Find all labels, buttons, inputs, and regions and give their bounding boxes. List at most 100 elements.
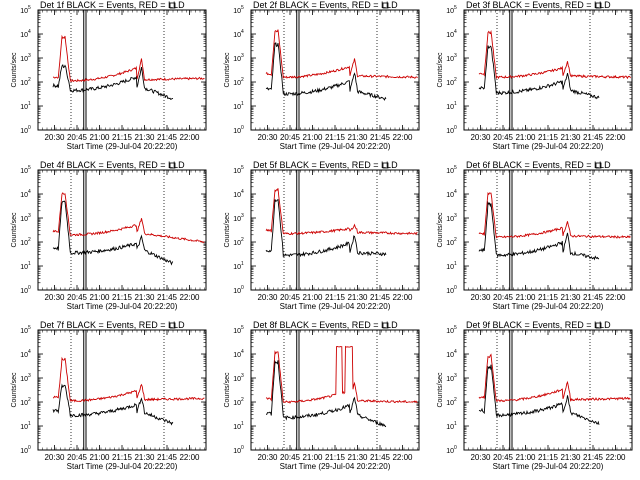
- y-tick-exponent: 3: [241, 213, 244, 219]
- y-tick-exponent: 4: [241, 349, 244, 355]
- y-tick-exponent: 0: [28, 285, 31, 291]
- x-tick-label: 20:30: [470, 133, 491, 142]
- x-tick-label: 20:30: [257, 293, 278, 302]
- y-tick-exponent: 4: [241, 29, 244, 35]
- x-axis-label: Start Time (29-Jul-04 20:22:20): [280, 142, 391, 151]
- x-tick-label: 21:30: [134, 133, 155, 142]
- series-lld-line: [478, 29, 631, 80]
- plot-frame: [463, 329, 633, 451]
- y-tick-exponent: 3: [454, 213, 457, 219]
- y-tick-label: 10: [20, 240, 28, 247]
- y-tick-label: 10: [446, 424, 454, 431]
- x-tick-label: 21:30: [560, 453, 581, 462]
- title-marker: [595, 2, 602, 9]
- y-tick-exponent: 4: [28, 189, 31, 195]
- y-tick-exponent: 4: [28, 349, 31, 355]
- y-tick-exponent: 0: [241, 445, 244, 451]
- y-tick-label: 10: [233, 8, 241, 15]
- x-tick-label: 20:45: [67, 453, 88, 462]
- x-tick-label: 22:00: [392, 293, 413, 302]
- title-marker: [169, 2, 176, 9]
- y-axis-label: Counts/sec: [11, 52, 18, 88]
- panel-title: Det 9f BLACK = Events, RED = LLD: [466, 320, 611, 330]
- x-tick-label: 21:45: [370, 293, 391, 302]
- x-tick-label: 21:45: [370, 133, 391, 142]
- y-tick-label: 10: [446, 216, 454, 223]
- y-tick-exponent: 4: [454, 29, 457, 35]
- plot-frame: [250, 329, 420, 451]
- x-tick-label: 22:00: [605, 453, 626, 462]
- series-lld-line: [52, 356, 205, 403]
- x-tick-label: 21:00: [302, 293, 323, 302]
- x-tick-label: 21:45: [157, 133, 178, 142]
- x-tick-label: 20:30: [470, 293, 491, 302]
- y-tick-exponent: 1: [28, 261, 31, 267]
- plot-frame: [37, 9, 207, 131]
- panel-title: Det 6f BLACK = Events, RED = LLD: [466, 160, 611, 170]
- y-tick-label: 10: [446, 32, 454, 39]
- y-tick-exponent: 0: [454, 445, 457, 451]
- y-tick-label: 10: [20, 192, 28, 199]
- y-tick-exponent: 2: [28, 397, 31, 403]
- y-tick-label: 10: [233, 80, 241, 87]
- x-axis-label: Start Time (29-Jul-04 20:22:20): [493, 142, 604, 151]
- y-tick-exponent: 0: [241, 285, 244, 291]
- y-axis-label: Counts/sec: [11, 212, 18, 248]
- x-tick-label: 20:45: [280, 453, 301, 462]
- y-tick-exponent: 0: [28, 445, 31, 451]
- y-tick-label: 10: [233, 32, 241, 39]
- y-tick-exponent: 1: [454, 261, 457, 267]
- y-tick-exponent: 5: [28, 325, 31, 331]
- plot-frame: [37, 169, 207, 291]
- y-tick-exponent: 0: [28, 125, 31, 131]
- y-tick-exponent: 1: [241, 261, 244, 267]
- x-tick-label: 21:00: [515, 453, 536, 462]
- x-tick-label: 20:45: [493, 453, 514, 462]
- y-tick-exponent: 1: [454, 101, 457, 107]
- y-tick-label: 10: [233, 192, 241, 199]
- y-tick-exponent: 2: [241, 397, 244, 403]
- x-tick-label: 21:45: [583, 133, 604, 142]
- y-tick-exponent: 5: [28, 165, 31, 171]
- series-events-line: [478, 201, 600, 261]
- x-tick-label: 21:45: [583, 293, 604, 302]
- x-axis-label: Start Time (29-Jul-04 20:22:20): [67, 142, 178, 151]
- y-tick-label: 10: [446, 56, 454, 63]
- y-tick-label: 10: [233, 104, 241, 111]
- x-tick-label: 21:30: [134, 453, 155, 462]
- title-marker: [169, 322, 176, 329]
- series-lld-line: [265, 188, 418, 236]
- y-tick-exponent: 3: [454, 53, 457, 59]
- panel-title: Det 3f BLACK = Events, RED = LLD: [466, 0, 611, 10]
- series-lld-line: [265, 29, 418, 79]
- y-tick-label: 10: [233, 424, 241, 431]
- y-tick-label: 10: [233, 240, 241, 247]
- y-tick-label: 10: [20, 328, 28, 335]
- x-tick-label: 21:15: [112, 293, 133, 302]
- y-tick-exponent: 5: [454, 165, 457, 171]
- y-tick-exponent: 4: [28, 29, 31, 35]
- series-events-line: [52, 200, 174, 266]
- y-tick-exponent: 5: [241, 325, 244, 331]
- y-tick-label: 10: [20, 448, 28, 455]
- y-tick-label: 10: [20, 352, 28, 359]
- x-tick-label: 22:00: [179, 133, 200, 142]
- x-tick-label: 21:30: [347, 293, 368, 302]
- y-tick-label: 10: [20, 288, 28, 295]
- y-tick-exponent: 1: [28, 101, 31, 107]
- x-tick-label: 21:30: [560, 293, 581, 302]
- y-axis-label: Counts/sec: [437, 372, 444, 408]
- panel-title: Det 1f BLACK = Events, RED = LLD: [40, 0, 185, 10]
- x-tick-label: 21:45: [370, 453, 391, 462]
- y-tick-label: 10: [233, 128, 241, 135]
- y-tick-exponent: 5: [28, 5, 31, 11]
- x-axis-label: Start Time (29-Jul-04 20:22:20): [280, 302, 391, 311]
- x-axis-label: Start Time (29-Jul-04 20:22:20): [67, 462, 178, 471]
- y-tick-label: 10: [446, 80, 454, 87]
- y-tick-label: 10: [446, 400, 454, 407]
- y-tick-exponent: 4: [454, 189, 457, 195]
